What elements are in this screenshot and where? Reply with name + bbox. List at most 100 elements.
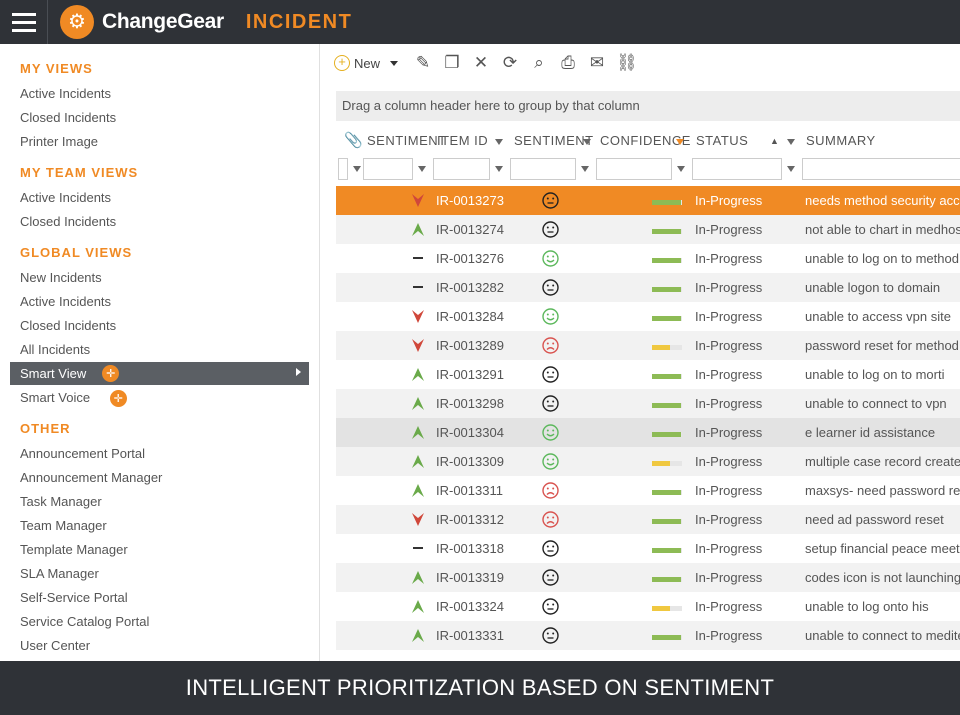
item-id[interactable]: IR-0013298 [436, 396, 504, 411]
copy-icon[interactable]: ❐ [444, 53, 460, 72]
filter-input-summary[interactable] [802, 158, 960, 180]
filter-input-sentiment[interactable] [510, 158, 576, 180]
neutral-face-icon [542, 627, 559, 644]
sidebar-item-team-active-incidents[interactable]: Active Incidents [20, 190, 112, 205]
status-text: In-Progress [695, 425, 763, 440]
sidebar-item-task-manager[interactable]: Task Manager [20, 494, 102, 509]
filter-input-status[interactable] [692, 158, 782, 180]
summary-text: needs method security access [805, 193, 960, 208]
filter-icon[interactable] [353, 166, 361, 172]
table-row[interactable]: IR-0013289 In-Progress password reset for … [336, 331, 960, 360]
sidebar-item-global-active-incidents[interactable]: Active Incidents [20, 294, 112, 309]
section-title-my-team-views: MY TEAM VIEWS [20, 165, 139, 180]
sidebar-item-closed-incidents[interactable]: Closed Incidents [20, 110, 117, 125]
sidebar-item-user-center[interactable]: User Center [20, 638, 91, 653]
sidebar-item-smart-voice[interactable]: Smart Voice ✛ [20, 390, 127, 408]
print-icon[interactable]: ⎙ [561, 53, 575, 72]
delete-icon[interactable]: ✕ [473, 53, 489, 72]
filter-icon[interactable] [787, 166, 795, 172]
sidebar-item-team-manager[interactable]: Team Manager [20, 518, 107, 533]
edit-icon[interactable]: ✎ [415, 53, 431, 72]
status-text: In-Progress [695, 396, 763, 411]
table-row[interactable]: IR-0013274 In-Progress not able to chart i… [336, 215, 960, 244]
filter-input[interactable] [338, 158, 348, 180]
column-header-sentiment[interactable]: SENTIMENT [514, 133, 594, 148]
neutral-face-icon [542, 540, 559, 557]
table-row[interactable]: IR-0013291 In-Progress unable to log on to… [336, 360, 960, 389]
sidebar-item-printer-image[interactable]: Printer Image [20, 134, 99, 149]
column-header-sentiment-trend[interactable]: SENTIMENT [367, 133, 447, 148]
table-row[interactable]: IR-0013284 In-Progress unable to access vp… [336, 302, 960, 331]
table-row[interactable]: IR-0013304 In-Progress e learner id assist… [336, 418, 960, 447]
group-by-bar[interactable]: Drag a column header here to group by th… [336, 91, 960, 121]
new-button[interactable]: + New [334, 55, 380, 71]
sidebar-item-service-catalog-portal[interactable]: Service Catalog Portal [20, 614, 150, 629]
item-id[interactable]: IR-0013273 [436, 193, 504, 208]
sidebar-item-new-incidents[interactable]: New Incidents [20, 270, 102, 285]
sidebar-item-global-closed-incidents[interactable]: Closed Incidents [20, 318, 117, 333]
item-id[interactable]: IR-0013282 [436, 280, 504, 295]
filter-input-confidence[interactable] [596, 158, 672, 180]
filter-input-item-id[interactable] [433, 158, 490, 180]
sidebar-item-team-closed-incidents[interactable]: Closed Incidents [20, 214, 117, 229]
filter-icon[interactable] [495, 139, 503, 145]
sidebar-item-template-manager[interactable]: Template Manager [20, 542, 128, 557]
filter-input-sentiment-trend[interactable] [363, 158, 413, 180]
item-id[interactable]: IR-0013311 [436, 483, 503, 498]
item-id[interactable]: IR-0013304 [436, 425, 504, 440]
refresh-icon[interactable]: ⟳ [502, 53, 518, 72]
filter-icon[interactable] [677, 166, 685, 172]
table-row[interactable]: IR-0013331 In-Progress unable to connect t… [336, 621, 960, 650]
confidence-bar [652, 287, 682, 292]
filter-icon[interactable] [787, 139, 795, 145]
filter-icon[interactable] [418, 166, 426, 172]
filter-icon[interactable] [583, 139, 591, 145]
table-row[interactable]: IR-0013312 In-Progress need ad password re… [336, 505, 960, 534]
column-header-status[interactable]: STATUS [696, 133, 749, 148]
item-id[interactable]: IR-0013319 [436, 570, 504, 585]
sidebar-item-announcement-portal[interactable]: Announcement Portal [20, 446, 146, 461]
sidebar-item-sla-manager[interactable]: SLA Manager [20, 566, 99, 581]
attachment-icon[interactable]: 📎 [344, 132, 364, 149]
item-id[interactable]: IR-0013309 [436, 454, 504, 469]
menu-icon[interactable] [0, 0, 48, 44]
sort-ascending-icon[interactable]: ▲ [770, 136, 780, 146]
summary-text: unable to log on to method [805, 251, 959, 266]
column-header-summary[interactable]: SUMMARY [806, 133, 876, 148]
filter-icon[interactable] [581, 166, 589, 172]
sidebar-item-all-incidents[interactable]: All Incidents [20, 342, 91, 357]
new-dropdown-icon[interactable] [390, 60, 399, 66]
table-row[interactable]: IR-0013318 In-Progress setup financial pea… [336, 534, 960, 563]
trend-up-icon [412, 397, 424, 410]
table-row[interactable]: IR-0013324 In-Progress unable to log onto … [336, 592, 960, 621]
table-row[interactable]: IR-0013319 In-Progress codes icon is not l… [336, 563, 960, 592]
sidebar-item-announcement-manager[interactable]: Announcement Manager [20, 470, 163, 485]
item-id[interactable]: IR-0013276 [436, 251, 504, 266]
table-row[interactable]: IR-0013311 In-Progress maxsys- need passwo… [336, 476, 960, 505]
search-icon[interactable]: ⌕ [534, 53, 544, 72]
item-id[interactable]: IR-0013324 [436, 599, 504, 614]
table-row[interactable]: IR-0013276 In-Progress unable to log on to… [336, 244, 960, 273]
status-text: In-Progress [695, 454, 763, 469]
sidebar-item-self-service-portal[interactable]: Self-Service Portal [20, 590, 128, 605]
item-id[interactable]: IR-0013274 [436, 222, 504, 237]
email-icon[interactable]: ✉ [589, 53, 605, 72]
item-id[interactable]: IR-0013289 [436, 338, 504, 353]
filter-icon[interactable] [495, 166, 503, 172]
sidebar-item-active-incidents[interactable]: Active Incidents [20, 86, 112, 101]
link-icon[interactable]: ⛓ [616, 53, 638, 72]
item-id[interactable]: IR-0013291 [436, 367, 504, 382]
neutral-face-icon [542, 192, 559, 209]
item-id[interactable]: IR-0013284 [436, 309, 504, 324]
column-header-confidence[interactable]: CONFIDENCE [600, 133, 691, 148]
filter-active-icon[interactable] [676, 139, 684, 145]
table-row[interactable]: IR-0013309 In-Progress multiple case recor… [336, 447, 960, 476]
sidebar-item-smart-view[interactable]: Smart View ✛ [10, 362, 309, 385]
table-row[interactable]: IR-0013273 In-Progress needs method securi… [336, 186, 960, 215]
column-header-item-id[interactable]: ITEM ID [437, 133, 489, 148]
item-id[interactable]: IR-0013312 [436, 512, 504, 527]
table-row[interactable]: IR-0013282 In-Progress unable logon to dom… [336, 273, 960, 302]
item-id[interactable]: IR-0013331 [436, 628, 504, 643]
table-row[interactable]: IR-0013298 In-Progress unable to connect t… [336, 389, 960, 418]
item-id[interactable]: IR-0013318 [436, 541, 504, 556]
